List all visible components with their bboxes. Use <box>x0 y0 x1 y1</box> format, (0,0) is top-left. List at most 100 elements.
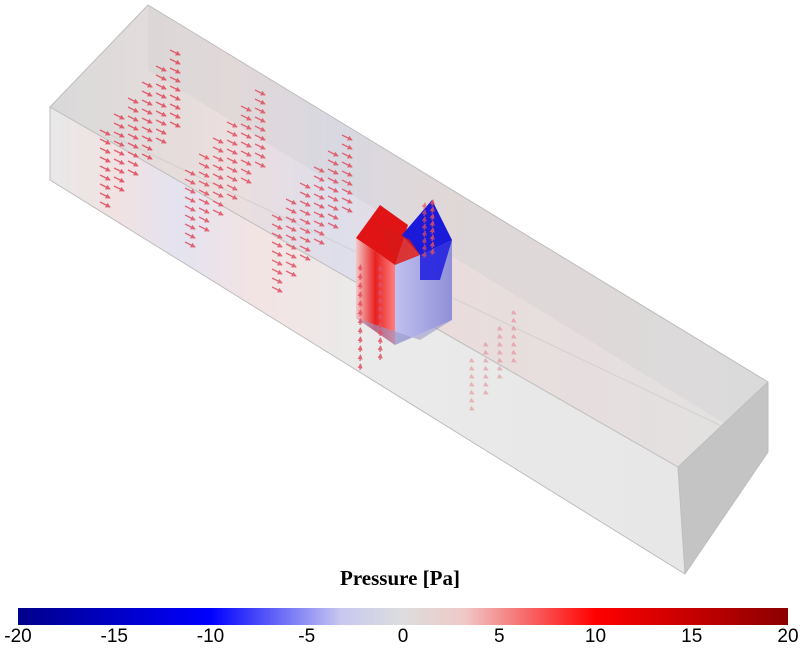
colorbar-tick-label: 15 <box>681 626 703 647</box>
velocity-arrow <box>377 321 383 329</box>
velocity-arrow <box>141 90 153 97</box>
velocity-arrow <box>285 252 297 259</box>
velocity-arrow <box>377 313 383 321</box>
velocity-arrow <box>285 225 297 232</box>
velocity-arrow <box>468 381 475 387</box>
colorbar-tick-label: -10 <box>196 626 225 647</box>
velocity-arrow <box>429 241 435 249</box>
velocity-arrow <box>226 121 238 128</box>
velocity-arrow <box>341 152 353 159</box>
velocity-arrow <box>155 128 167 135</box>
velocity-arrow <box>299 227 311 234</box>
velocity-arrow <box>212 209 224 216</box>
velocity-arrow <box>127 169 139 176</box>
velocity-arrow <box>254 152 266 159</box>
velocity-arrow <box>377 265 383 273</box>
velocity-arrow <box>357 291 363 299</box>
velocity-arrow <box>184 196 196 203</box>
velocity-arrow <box>468 357 475 363</box>
velocity-arrow <box>377 281 383 289</box>
velocity-arrow <box>99 201 111 208</box>
velocity-arrow <box>510 317 517 323</box>
velocity-arrow <box>341 188 353 195</box>
velocity-arrow <box>184 178 196 185</box>
velocity-arrow <box>254 98 266 105</box>
velocity-arrow <box>212 200 224 207</box>
velocity-arrow <box>127 133 139 140</box>
duct-front-face <box>50 107 685 574</box>
velocity-arrow <box>184 223 196 230</box>
velocity-arrow <box>184 169 196 176</box>
velocity-arrow <box>377 337 383 345</box>
velocity-arrow <box>254 125 266 132</box>
velocity-arrow <box>421 223 427 231</box>
duct-end-face <box>678 382 768 574</box>
velocity-arrow <box>429 213 435 221</box>
velocity-arrow <box>429 227 435 235</box>
velocity-arrow <box>169 85 181 92</box>
velocity-arrow <box>254 107 266 114</box>
velocity-arrow <box>127 142 139 149</box>
velocity-arrow <box>99 174 111 181</box>
velocity-arrow <box>226 175 238 182</box>
velocity-arrow <box>377 353 383 361</box>
velocity-arrow <box>254 89 266 96</box>
velocity-arrow <box>198 198 210 205</box>
velocity-arrow <box>357 300 363 308</box>
velocity-arrow <box>240 159 252 166</box>
velocity-arrow <box>299 254 311 261</box>
velocity-arrow <box>429 199 435 207</box>
velocity-arrow <box>271 241 283 248</box>
obstacle-inner-blue <box>420 240 452 280</box>
velocity-arrow <box>313 202 325 209</box>
velocity-arrow <box>198 207 210 214</box>
velocity-arrow <box>198 189 210 196</box>
velocity-arrow <box>357 327 363 335</box>
velocity-arrow <box>285 216 297 223</box>
velocity-arrow <box>313 220 325 227</box>
velocity-arrow <box>327 213 339 220</box>
velocity-arrow <box>169 49 181 56</box>
velocity-arrow <box>327 222 339 229</box>
velocity-arrow <box>212 173 224 180</box>
velocity-arrow <box>468 405 475 411</box>
velocity-arrow <box>285 261 297 268</box>
colorbar-tick-label: -5 <box>298 626 316 647</box>
velocity-arrow <box>299 209 311 216</box>
velocity-arrow <box>421 251 427 259</box>
velocity-arrow <box>226 184 238 191</box>
pressure-colorbar <box>18 608 788 625</box>
velocity-arrows <box>99 49 517 411</box>
velocity-arrow <box>127 115 139 122</box>
velocity-arrow <box>271 250 283 257</box>
velocity-arrow <box>198 180 210 187</box>
velocity-arrow <box>169 103 181 110</box>
velocity-arrow <box>482 389 489 395</box>
velocity-arrow <box>198 162 210 169</box>
velocity-arrow <box>226 139 238 146</box>
velocity-arrow <box>198 225 210 232</box>
velocity-arrow <box>240 150 252 157</box>
velocity-arrow <box>510 349 517 355</box>
velocity-arrow <box>198 216 210 223</box>
velocity-arrow <box>141 126 153 133</box>
velocity-arrow <box>240 132 252 139</box>
velocity-arrow <box>226 148 238 155</box>
velocity-arrow <box>341 179 353 186</box>
velocity-arrow <box>198 153 210 160</box>
velocity-arrow <box>341 206 353 213</box>
velocity-arrow <box>299 200 311 207</box>
velocity-arrow <box>226 166 238 173</box>
velocity-arrow <box>99 156 111 163</box>
velocity-arrow <box>496 373 503 379</box>
velocity-arrow <box>285 243 297 250</box>
velocity-arrow <box>169 76 181 83</box>
velocity-arrow <box>299 218 311 225</box>
colorbar-tick-label: 20 <box>777 626 799 647</box>
obstacle-block <box>356 200 452 345</box>
colorbar-tick-label: -15 <box>100 626 128 647</box>
velocity-arrow <box>327 204 339 211</box>
velocity-arrow <box>377 273 383 281</box>
velocity-arrow <box>99 192 111 199</box>
velocity-arrow <box>212 164 224 171</box>
